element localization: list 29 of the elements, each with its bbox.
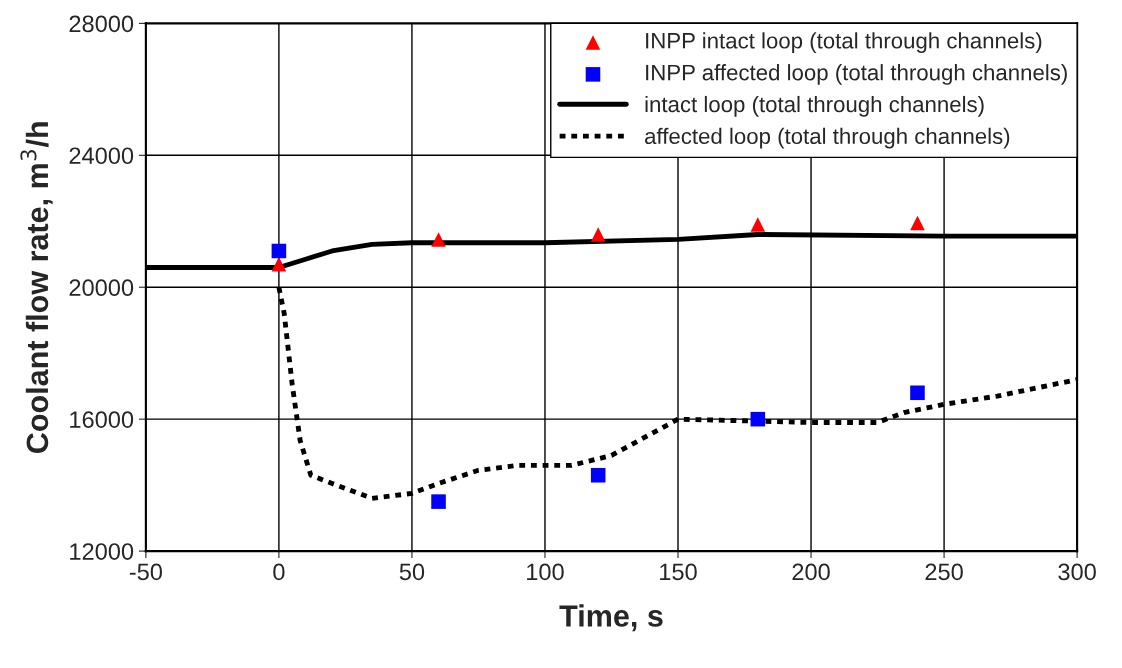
legend-label: intact loop (total through channels) [645,95,984,117]
point [910,215,925,231]
x-tick-label: -50 [129,563,162,581]
point [910,385,925,401]
x-tick-label: 200 [792,563,830,581]
x-tick-label: 300 [1058,563,1096,581]
x-tick-label: 0 [273,563,285,581]
y-axis-title: Coolant flow rate, m$^{3}$/h [20,122,53,453]
x-tick-label: 250 [925,563,963,581]
y-tick-label: 16000 [70,411,134,428]
y-tick-label: 24000 [69,147,134,165]
point [590,227,606,242]
x-tick-label: 50 [399,563,425,581]
point [431,494,446,509]
y-tick-label: 12000 [70,543,134,560]
legend-label: affected loop (total through channels) [645,127,1010,149]
legend-label: INPP affected loop (total through channels) [646,64,1067,85]
y-tick-label: 28000 [69,15,134,33]
point [750,217,766,232]
point [750,411,766,427]
x-tick-label: 100 [527,563,564,581]
point [431,232,446,247]
point [271,256,287,272]
point [271,243,287,259]
x-tick-label: 150 [660,563,697,581]
point [590,467,606,483]
y-tick-label: 20000 [69,279,134,297]
x-axis-title: Time, s [559,604,663,632]
legend-label: INPP intact loop (total through channels) [646,32,1042,53]
